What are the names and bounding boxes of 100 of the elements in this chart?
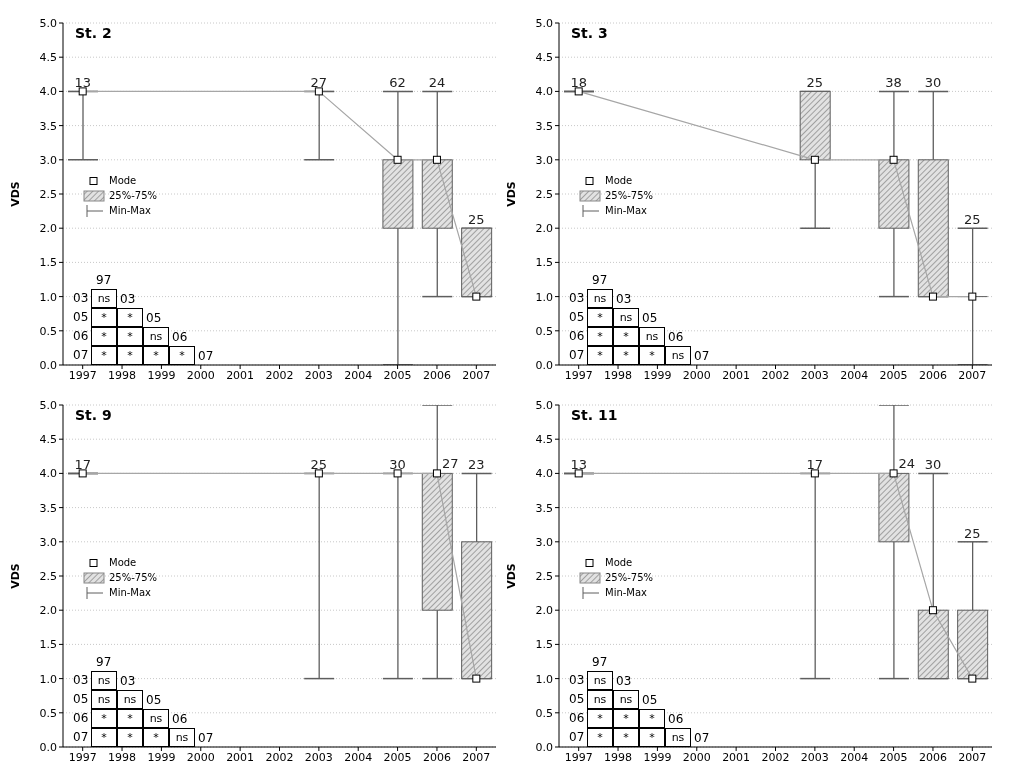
annotation: 06 <box>569 711 585 725</box>
y-tick-label: 3.5 <box>535 119 553 133</box>
annotation: 07 <box>198 731 214 745</box>
x-tick-label: 2002 <box>761 750 790 764</box>
annotation: 30 <box>924 75 942 91</box>
y-tick-label: 1.0 <box>535 672 553 686</box>
y-tick-label: 4.0 <box>39 85 57 99</box>
y-tick-label: 3.0 <box>535 535 553 549</box>
x-tick-label: 2007 <box>462 368 491 382</box>
y-tick-label: 0.5 <box>535 706 553 720</box>
annotation: 30 <box>389 457 406 473</box>
y-tick-label: 1.5 <box>535 638 553 652</box>
annotation: 06 <box>668 712 684 726</box>
annotation: * <box>613 346 639 365</box>
annotation: 38 <box>885 75 902 91</box>
x-tick-label: 2000 <box>186 368 215 382</box>
legend-label: 25%-75% <box>109 189 158 204</box>
annotation: 03 <box>73 673 89 687</box>
x-tick-label: 2006 <box>422 750 451 764</box>
annotation: ns <box>665 346 691 365</box>
annotation: 03 <box>120 674 136 688</box>
annotation: 05 <box>642 693 658 707</box>
annotation: 06 <box>569 329 585 343</box>
y-tick-label: 2.5 <box>535 569 553 583</box>
annotation: ns <box>91 690 117 709</box>
legend-label: Mode <box>605 174 633 189</box>
x-tick-label: 1998 <box>604 368 633 382</box>
annotation: 17 <box>806 457 824 473</box>
y-tick-label: 1.0 <box>39 672 57 686</box>
y-tick-label: 4.5 <box>39 51 57 65</box>
x-tick-label: 2007 <box>462 750 491 764</box>
annotation: ns <box>613 308 639 327</box>
x-tick-label: 1997 <box>564 750 593 764</box>
annotation: 18 <box>570 75 587 91</box>
x-tick-label: 1997 <box>68 750 97 764</box>
annotation: Min-Max <box>605 586 648 601</box>
annotation: 24 <box>428 75 446 91</box>
x-tick-label: 1999 <box>147 750 176 764</box>
x-tick-label: 2007 <box>958 750 987 764</box>
annotation: * <box>639 728 665 747</box>
x-tick-label: 2006 <box>918 368 947 382</box>
y-tick-label: 1.5 <box>535 256 553 270</box>
annotation: * <box>639 346 665 365</box>
annotation: * <box>143 346 169 365</box>
annotation: 05 <box>73 310 89 324</box>
annotation: ns <box>613 690 639 709</box>
legend-label: 25%-75% <box>109 571 158 586</box>
annotation: 03 <box>73 291 89 305</box>
y-tick-label: 5.0 <box>535 398 553 412</box>
annotation: 06 <box>668 330 684 344</box>
x-tick-label: 2003 <box>800 368 829 382</box>
x-tick-label: 2006 <box>918 750 947 764</box>
annotation: 13 <box>570 457 587 473</box>
annotation: 07 <box>73 730 89 744</box>
x-tick-label: 2000 <box>186 750 215 764</box>
annotation: ns <box>143 327 169 346</box>
annotation: ns <box>587 289 613 308</box>
annotation: 24 <box>898 456 916 472</box>
y-tick-label: 0.0 <box>535 740 553 754</box>
annotation: 27 <box>310 75 328 91</box>
annotation: * <box>587 346 613 365</box>
y-tick-label: 0.0 <box>39 740 57 754</box>
chart-title: St. 2 <box>75 25 112 41</box>
annotation: * <box>91 327 117 346</box>
annotation: Min-Max <box>109 586 152 601</box>
y-tick-label: 5.0 <box>39 398 57 412</box>
x-tick-label: 2004 <box>840 750 869 764</box>
x-tick-label: 2007 <box>958 368 987 382</box>
annotation: 97 <box>592 655 608 669</box>
y-tick-label: 4.0 <box>535 85 553 99</box>
annotation: * <box>639 709 665 728</box>
annotation: 05 <box>146 311 162 325</box>
y-tick-label: 2.5 <box>39 569 57 583</box>
y-tick-label: 3.0 <box>535 153 553 167</box>
y-tick-label: 1.0 <box>535 290 553 304</box>
y-tick-label: 5.0 <box>39 16 57 30</box>
annotation: 03 <box>616 292 632 306</box>
x-tick-label: 1997 <box>564 368 593 382</box>
y-tick-label: 1.0 <box>39 290 57 304</box>
x-tick-label: 2001 <box>722 750 751 764</box>
annotation: * <box>587 308 613 327</box>
annotation: 03 <box>616 674 632 688</box>
y-tick-label: 2.5 <box>39 187 57 201</box>
annotation: 03 <box>569 291 585 305</box>
annotation: 07 <box>198 349 214 363</box>
x-tick-label: 1998 <box>108 750 137 764</box>
annotation: ns <box>639 327 665 346</box>
y-tick-label: 2.5 <box>535 187 553 201</box>
annotation: ns <box>117 690 143 709</box>
annotation: * <box>169 346 195 365</box>
y-tick-label: 1.5 <box>39 638 57 652</box>
x-tick-label: 2005 <box>383 368 412 382</box>
y-tick-label: 3.0 <box>39 535 57 549</box>
y-tick-label: 0.5 <box>39 324 57 338</box>
x-tick-label: 2001 <box>226 750 255 764</box>
annotation: * <box>117 346 143 365</box>
y-tick-label: 4.0 <box>535 467 553 481</box>
annotation: * <box>91 308 117 327</box>
annotation: 05 <box>73 692 89 706</box>
annotation: 07 <box>694 349 710 363</box>
